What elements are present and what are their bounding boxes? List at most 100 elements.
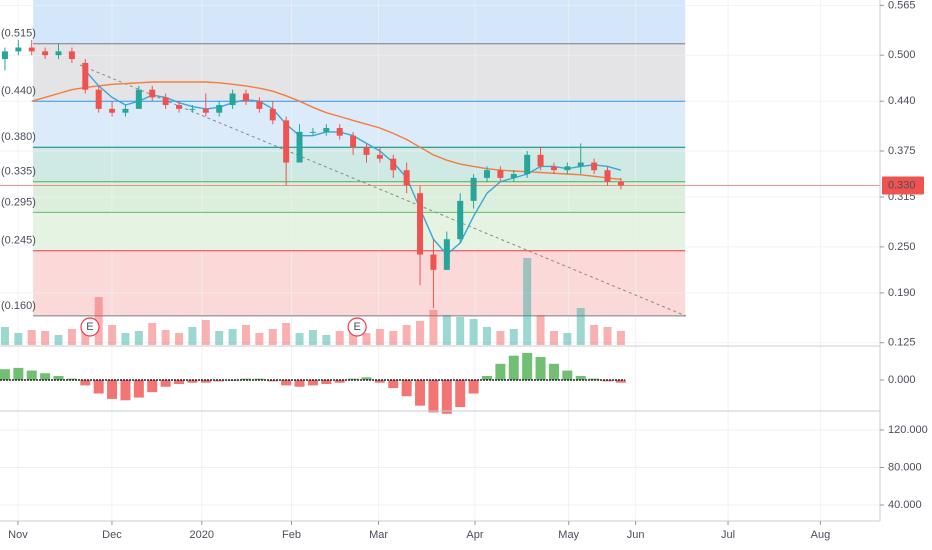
candle-body (323, 128, 330, 132)
candle-body (309, 131, 316, 133)
x-tick-label: Aug (811, 529, 831, 541)
y-tick-label: 0.375 (888, 145, 916, 157)
volume-bar (94, 297, 103, 345)
candle-body (42, 51, 49, 56)
volume-bar (27, 330, 36, 345)
candle-body (591, 162, 598, 171)
candle-body (336, 128, 343, 136)
histogram-bar (481, 375, 492, 381)
fib-band (33, 147, 686, 182)
histogram-bar (307, 380, 318, 386)
volume-bar (134, 331, 143, 345)
volume-bar (536, 315, 545, 345)
candle-body (617, 181, 624, 186)
fib-band (33, 250, 686, 316)
volume-bar (255, 333, 264, 345)
histogram-bar (174, 380, 185, 385)
candle-body (537, 154, 544, 167)
candle-body (28, 47, 35, 52)
volume-bar (54, 335, 63, 345)
volume-bar (175, 333, 184, 345)
histogram-bar (348, 378, 359, 381)
histogram-bar (548, 363, 559, 381)
fib-label: (0.440) (1, 85, 36, 97)
volume-bar (67, 329, 76, 345)
candle-body (350, 135, 357, 148)
volume-bar (362, 333, 371, 345)
event-marker (347, 317, 367, 337)
event-marker (80, 317, 100, 337)
volume-bar (295, 333, 304, 345)
candle-body (510, 174, 517, 178)
candle-body (122, 108, 129, 113)
candle-body (417, 193, 424, 255)
histogram-bar (388, 380, 399, 389)
fib-label: (0.380) (1, 131, 36, 143)
volume-bar (429, 310, 438, 345)
candle-body (550, 166, 557, 171)
x-tick-label: Mar (369, 529, 388, 541)
y-tick-label: 0.125 (888, 337, 916, 349)
y-tick-label: 0.250 (888, 241, 916, 253)
histogram-bar (281, 380, 292, 386)
histogram-bar (562, 370, 573, 381)
candle-body (1, 51, 8, 60)
volume-bar (349, 327, 358, 345)
candle-body (363, 147, 370, 155)
volume-bar (322, 335, 331, 345)
volume-bar (576, 308, 585, 345)
volume-bar (335, 331, 344, 345)
candle-body (376, 154, 383, 159)
candle-body (390, 158, 397, 171)
volume-bar (616, 331, 625, 345)
candle-body (135, 89, 142, 109)
histogram-bar (321, 380, 332, 385)
volume-bar (549, 331, 558, 345)
time-axis (0, 522, 880, 550)
histogram-bar (0, 369, 10, 381)
candle-body (15, 47, 22, 52)
candle-body (524, 154, 531, 175)
histogram-bar (120, 380, 131, 401)
volume-bar (41, 331, 50, 345)
fib-label: (0.335) (1, 166, 36, 178)
event-label: E (353, 321, 360, 333)
histogram-bar (508, 355, 519, 381)
y-tick-label: 0.000 (888, 374, 916, 386)
histogram-bar (133, 380, 144, 398)
candle-body (242, 93, 249, 102)
candle-body (55, 51, 62, 56)
y-tick-label: 0.190 (888, 287, 916, 299)
candle-body (109, 108, 116, 113)
histogram-bar (53, 375, 64, 381)
y-tick-label: 40.000 (888, 499, 922, 511)
histogram-bar (535, 357, 546, 381)
x-tick-label: Jul (721, 529, 735, 541)
price-axis (880, 0, 932, 550)
candle-body (82, 62, 89, 90)
candle-body (497, 170, 504, 178)
histogram-bar (187, 380, 198, 383)
last-price-tag (882, 176, 924, 195)
histogram-bar (267, 380, 278, 382)
candle-body (189, 108, 196, 110)
histogram-bar (26, 370, 37, 381)
histogram-bar (495, 363, 506, 381)
volume-bar (496, 331, 505, 345)
candle-body (577, 162, 584, 167)
histogram-bar (455, 380, 466, 408)
volume-bar (402, 325, 411, 345)
volume-bar (389, 331, 398, 345)
volume-bar (188, 327, 197, 345)
y-tick-label: 120.000 (888, 424, 928, 436)
candle-body (564, 166, 571, 171)
moving-average (31, 81, 621, 181)
volume-bar (442, 315, 451, 345)
fib-label: (0.515) (1, 28, 36, 40)
x-tick-label: May (558, 529, 579, 541)
volume-bar (121, 333, 130, 345)
fib-band (33, 212, 686, 251)
candle-body (256, 101, 263, 109)
volume-bar (148, 323, 157, 345)
histogram-bar (441, 380, 452, 414)
